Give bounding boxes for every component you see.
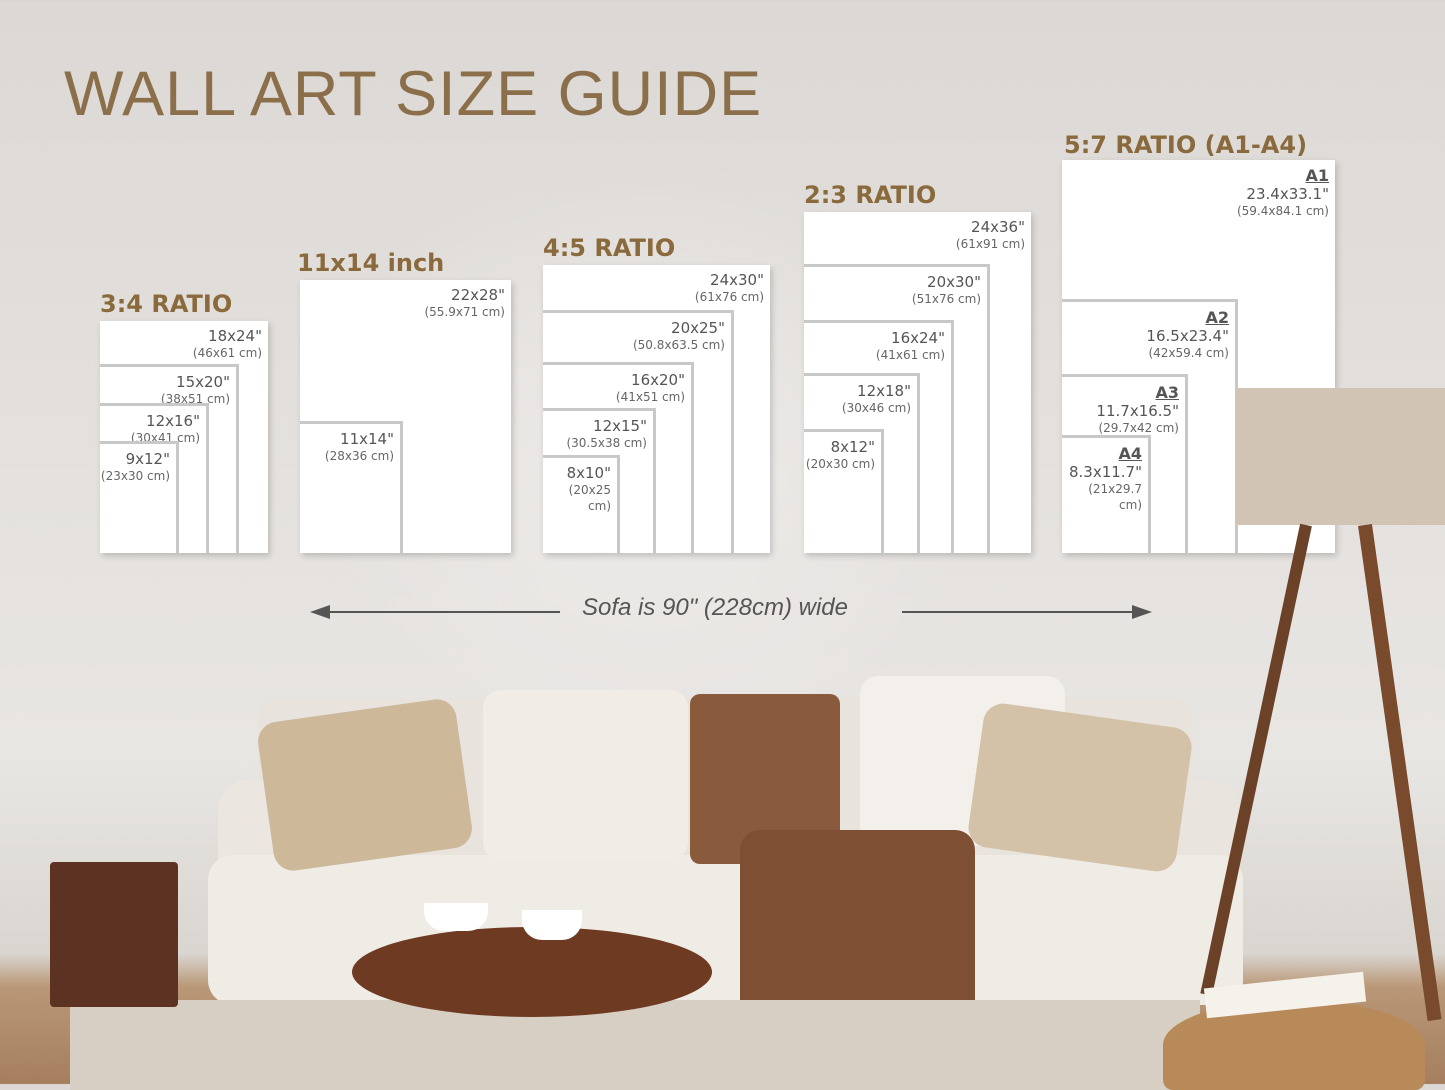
arrow-right-icon — [1132, 605, 1152, 619]
size-inches: 15x20" — [176, 373, 230, 391]
size-inches: 9x12" — [125, 450, 170, 468]
paper-size-code: A4 — [1118, 444, 1142, 463]
size-label: 16x20" (41x51 cm) — [616, 371, 685, 405]
group-heading: 5:7 RATIO (A1-A4) — [1064, 131, 1308, 159]
page-title: WALL ART SIZE GUIDE — [64, 59, 763, 129]
size-cm: (30.5x38 cm) — [566, 436, 647, 450]
size-inches: 12x16" — [146, 412, 200, 430]
size-cm: (41x61 cm) — [875, 348, 945, 362]
size-inches: 8.3x11.7" — [1068, 463, 1142, 481]
size-label: 22x28" (55.9x71 cm) — [424, 286, 505, 320]
size-label: 20x30" (51x76 cm) — [912, 273, 981, 307]
size-frame: 11x14" (28x36 cm) — [300, 421, 403, 553]
size-cm: (29.7x42 cm) — [1098, 421, 1179, 435]
paper-size-code: A1 — [1305, 166, 1329, 185]
size-cm: (61x76 cm) — [694, 290, 764, 304]
size-label: 12x16" (30x41 cm) — [131, 412, 200, 446]
size-label: 12x15" (30.5x38 cm) — [566, 417, 647, 451]
floor-lamp-leg — [1200, 523, 1312, 996]
size-label: 20x25" (50.8x63.5 cm) — [633, 319, 725, 353]
size-cm: (50.8x63.5 cm) — [632, 338, 725, 352]
magazine-rack — [50, 862, 178, 1007]
size-frame: 8x12" (20x30 cm) — [804, 429, 884, 553]
size-inches: 8x12" — [830, 438, 875, 456]
size-inches: 22x28" — [451, 286, 505, 304]
size-cm: (55.9x71 cm) — [424, 305, 505, 319]
size-inches: 16x20" — [631, 371, 685, 389]
size-cm: (38x51 cm) — [160, 392, 230, 406]
size-cm: (46x61 cm) — [192, 346, 262, 360]
cup — [522, 910, 582, 940]
size-cm: (28x36 cm) — [324, 449, 394, 463]
size-inches: 23.4x33.1" — [1246, 185, 1329, 203]
size-cm: (42x59.4 cm) — [1148, 346, 1229, 360]
size-inches: 20x25" — [671, 319, 725, 337]
size-label: 18x24" (46x61 cm) — [193, 327, 262, 361]
size-label: A3 11.7x16.5" (29.7x42 cm) — [1096, 383, 1179, 436]
size-inches: 16x24" — [891, 329, 945, 347]
size-inches: 20x30" — [927, 273, 981, 291]
pillow — [255, 696, 475, 874]
floor-lamp-shade — [1236, 388, 1445, 525]
size-inches: 12x15" — [593, 417, 647, 435]
size-label: A1 23.4x33.1" (59.4x84.1 cm) — [1237, 166, 1329, 219]
size-cm: (59.4x84.1 cm) — [1236, 204, 1329, 218]
size-label: 24x30" (61x76 cm) — [695, 271, 764, 305]
paper-size-code: A3 — [1155, 383, 1179, 402]
size-label: 12x18" (30x46 cm) — [842, 382, 911, 416]
size-label: A4 8.3x11.7" (21x29.7 cm) — [1062, 444, 1142, 513]
size-label: 24x36" (61x91 cm) — [956, 218, 1025, 252]
size-inches: 16.5x23.4" — [1146, 327, 1229, 345]
size-label: 8x12" (20x30 cm) — [806, 438, 875, 472]
group-heading: 4:5 RATIO — [543, 234, 676, 262]
size-cm: (23x30 cm) — [100, 469, 170, 483]
size-inches: 18x24" — [208, 327, 262, 345]
rug — [70, 1000, 1200, 1090]
paper-size-code: A2 — [1205, 308, 1229, 327]
size-cm: (20x30 cm) — [805, 457, 875, 471]
pouf — [1163, 1000, 1425, 1090]
size-cm: (30x46 cm) — [841, 401, 911, 415]
size-label: A2 16.5x23.4" (42x59.4 cm) — [1146, 308, 1229, 361]
cup — [424, 903, 488, 931]
size-inches: 11x14" — [340, 430, 394, 448]
coffee-table — [352, 927, 712, 1017]
size-inches: 8x10" — [566, 464, 611, 482]
size-frame: A4 8.3x11.7" (21x29.7 cm) — [1062, 435, 1151, 553]
size-cm: (61x91 cm) — [955, 237, 1025, 251]
size-label: 16x24" (41x61 cm) — [876, 329, 945, 363]
size-label: 8x10" (20x25 cm) — [543, 464, 611, 514]
size-inches: 24x30" — [710, 271, 764, 289]
pillow — [965, 701, 1195, 874]
group-heading: 2:3 RATIO — [804, 181, 937, 209]
size-label: 15x20" (38x51 cm) — [161, 373, 230, 407]
arrow-left-icon — [310, 605, 330, 619]
size-frame: 9x12" (23x30 cm) — [100, 441, 179, 553]
size-cm: (21x29.7 cm) — [1088, 482, 1142, 512]
size-cm: (51x76 cm) — [911, 292, 981, 306]
sofa-width-note: Sofa is 90" (228cm) wide — [582, 594, 848, 621]
size-inches: 24x36" — [971, 218, 1025, 236]
size-cm: (20x25 cm) — [568, 483, 611, 513]
size-inches: 12x18" — [857, 382, 911, 400]
size-cm: (41x51 cm) — [615, 390, 685, 404]
arrow-right-line — [902, 611, 1140, 613]
group-heading: 11x14 inch — [297, 249, 445, 277]
arrow-left-line — [320, 611, 560, 613]
size-label: 11x14" (28x36 cm) — [325, 430, 394, 464]
pillow — [483, 690, 688, 860]
group-heading: 3:4 RATIO — [100, 290, 233, 318]
floor-lamp-leg — [1358, 524, 1442, 1022]
size-frame: 8x10" (20x25 cm) — [543, 455, 620, 553]
size-inches: 11.7x16.5" — [1096, 402, 1179, 420]
size-label: 9x12" (23x30 cm) — [101, 450, 170, 484]
